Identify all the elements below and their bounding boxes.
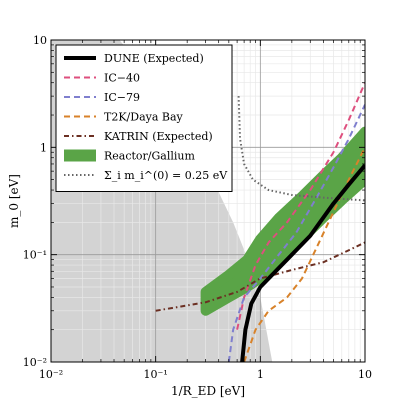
x-tick-label: 10⁻²	[39, 368, 63, 381]
y-tick-label: 1	[40, 141, 47, 154]
y-tick-label: 10⁻²	[23, 356, 47, 369]
legend-label: IC−40	[104, 72, 140, 85]
x-axis-label: 1/R_ED [eV]	[171, 384, 245, 398]
plot-frame	[50, 39, 366, 363]
series-line-ic-79	[227, 104, 365, 362]
y-tick-label: 10⁻¹	[23, 249, 47, 262]
x-tick-label: 1	[257, 368, 264, 381]
y-axis-label: m_0 [eV]	[7, 174, 21, 228]
legend: DUNE (Expected) IC−40 IC−79 T2K/Daya Bay KAT…	[55, 44, 233, 192]
legend-label: Σ_i m_i^(0) = 0.25 eV	[104, 169, 228, 182]
legend-label: Reactor/Gallium	[104, 150, 196, 163]
legend-swatch-band	[64, 149, 96, 162]
legend-box	[55, 44, 233, 192]
y-tick-label: 10	[33, 34, 47, 47]
legend-label: KATRIN (Expected)	[104, 130, 213, 143]
axis-ticks: 10⁻² 10⁻¹ 1 10 10⁻² 10⁻¹ 1 10	[23, 34, 372, 381]
x-tick-label: 10⁻¹	[144, 368, 168, 381]
legend-label: IC−79	[104, 91, 140, 104]
x-tick-label: 10	[358, 368, 372, 381]
legend-label: DUNE (Expected)	[104, 52, 204, 65]
series-line-katrin-expected-	[155, 241, 365, 312]
series-line-dune-expected-	[240, 164, 365, 362]
legend-label: T2K/Daya Bay	[104, 111, 184, 124]
